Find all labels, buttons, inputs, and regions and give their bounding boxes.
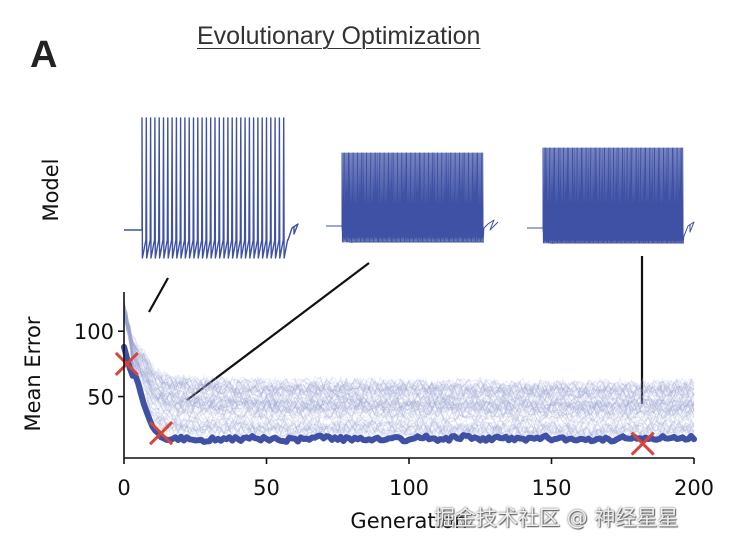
population-trace — [123, 300, 695, 416]
x-marker-stroke — [114, 351, 139, 376]
x-marker — [114, 351, 139, 376]
population-trace — [123, 316, 695, 396]
population-trace — [123, 313, 695, 409]
population-trace — [123, 307, 695, 407]
population-trace — [123, 307, 695, 394]
x-tick-label: 50 — [253, 476, 280, 500]
population-trace — [123, 303, 695, 404]
population-trace — [123, 317, 695, 422]
y-tick-label: 50 — [87, 386, 114, 410]
y-axis-label: Mean Error — [21, 316, 45, 431]
population-trace — [123, 316, 695, 400]
watermark: 掘金技术社区 @ 神经星星 — [434, 506, 679, 530]
population-trace — [123, 311, 695, 408]
population-trace — [123, 311, 695, 413]
population-trace — [123, 303, 695, 437]
population-trace — [123, 313, 695, 409]
x-marker-stroke — [148, 421, 174, 446]
x-tick-label: 100 — [389, 476, 429, 500]
x-tick-label: 150 — [531, 476, 571, 500]
population-trace — [123, 306, 695, 437]
population-trace — [123, 309, 695, 412]
population-trace — [123, 302, 695, 435]
x-tick-label: 0 — [117, 476, 130, 500]
best-error-line — [121, 343, 697, 445]
population-trace — [123, 304, 695, 422]
population-trace — [123, 308, 695, 401]
population-trace — [123, 313, 695, 399]
population-trace — [123, 299, 695, 399]
population-trace — [123, 306, 695, 444]
population-trace — [123, 309, 695, 414]
model-trace-generation-13 — [326, 152, 499, 243]
panel-letter: A — [30, 34, 58, 76]
population-trace — [123, 314, 695, 402]
population-trace — [123, 310, 695, 394]
population-trace — [123, 317, 695, 417]
x-marker — [630, 431, 655, 456]
connector-line — [186, 262, 370, 401]
population-trace — [123, 305, 695, 431]
figure-title: Evolutionary Optimization — [197, 22, 481, 50]
population-trace — [123, 307, 695, 415]
population-trace — [123, 310, 695, 409]
population-trace — [123, 299, 695, 399]
population-trace — [123, 309, 695, 440]
population-trace — [123, 316, 695, 395]
population-trace — [123, 300, 695, 432]
connector-line — [148, 277, 169, 313]
population-trace — [123, 311, 695, 416]
x-marker-stroke — [630, 431, 655, 456]
population-trace — [123, 310, 695, 437]
model-trace-generation-1 — [124, 117, 299, 259]
population-trace — [123, 306, 695, 397]
population-trace — [123, 308, 695, 415]
model-trace-generation-182 — [527, 147, 695, 244]
population-trace — [123, 299, 695, 441]
population-trace — [123, 313, 695, 424]
population-trace — [123, 301, 695, 430]
population-trace — [123, 309, 695, 444]
population-trace — [123, 314, 695, 425]
population-trace — [123, 305, 695, 411]
population-trace — [123, 304, 695, 395]
population-trace — [123, 302, 695, 419]
population-trace — [123, 303, 695, 420]
model-label: Model — [39, 158, 63, 221]
population-trace — [123, 303, 695, 400]
population-trace — [123, 305, 695, 442]
population-trace — [123, 314, 695, 416]
voltage-trace — [124, 117, 299, 259]
voltage-trace — [326, 152, 499, 243]
population-trace — [123, 312, 695, 426]
voltage-trace — [527, 147, 695, 244]
population-trace — [123, 309, 695, 393]
population-trace — [123, 311, 695, 421]
population-trace — [123, 311, 695, 416]
population-trace — [123, 310, 695, 393]
x-axis-label: Generation — [350, 509, 467, 533]
population-trace — [123, 304, 695, 414]
x-marker — [148, 421, 174, 446]
y-tick-label: 100 — [74, 320, 114, 344]
population-trace — [123, 312, 695, 440]
population-trace — [123, 306, 695, 401]
x-tick-label: 200 — [674, 476, 714, 500]
population-trace — [123, 317, 695, 438]
population-trace — [123, 309, 695, 435]
population-trace — [123, 316, 695, 403]
population-trace — [123, 306, 695, 413]
